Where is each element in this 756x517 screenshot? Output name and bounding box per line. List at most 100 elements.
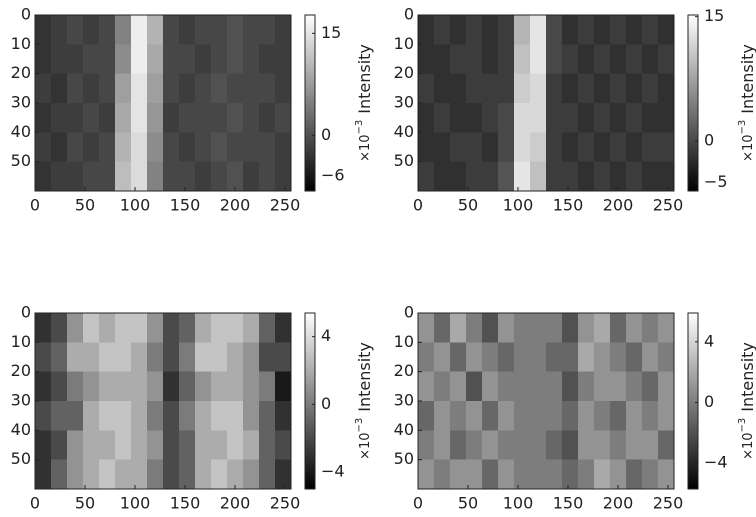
heatmap-cell <box>626 161 643 192</box>
heatmap-cell <box>259 73 276 104</box>
heatmap-cell <box>163 103 180 133</box>
heatmap-cell <box>482 342 499 373</box>
heatmap-cell <box>131 44 148 75</box>
colorbar-tick-label: 4 <box>321 326 331 345</box>
heatmap-cell <box>562 401 579 431</box>
heatmap-cell <box>450 342 467 373</box>
heatmap-cell <box>259 401 276 431</box>
y-tick-label: 20 <box>394 361 414 380</box>
heatmap-cell <box>99 430 116 461</box>
heatmap-cell <box>83 161 100 192</box>
heatmap-cell <box>594 342 611 373</box>
heatmap-cell <box>562 371 579 402</box>
y-tick-label: 10 <box>394 332 414 351</box>
heatmap-cell <box>243 430 260 461</box>
heatmap-cell <box>195 430 212 461</box>
heatmap-cell <box>418 459 435 490</box>
heatmap-cell <box>546 342 563 373</box>
heatmap-cell <box>179 342 196 373</box>
heatmap-cell <box>514 44 531 75</box>
heatmap-cell <box>450 44 467 75</box>
heatmap-cell <box>514 459 531 490</box>
heatmap-cell <box>434 132 451 163</box>
heatmap-cell <box>99 401 116 431</box>
heatmap-cell <box>275 103 292 133</box>
heatmap-cell <box>131 103 148 133</box>
heatmap-cell <box>115 161 132 192</box>
y-tick-label: 30 <box>394 93 414 112</box>
colorbar-multiplier-base: ×10 <box>358 134 373 161</box>
x-tick-label: 200 <box>603 494 634 513</box>
heatmap-cell <box>179 459 196 490</box>
heatmap-cell <box>195 73 212 104</box>
heatmap-cell <box>211 44 228 75</box>
heatmap-cell <box>434 313 451 343</box>
heatmap-cell <box>498 459 515 490</box>
heatmap-cell <box>67 313 84 343</box>
heatmap-cell <box>131 459 148 490</box>
x-tick-label: 200 <box>603 196 634 215</box>
heatmap-cell <box>179 73 196 104</box>
y-tick-label: 0 <box>404 5 414 24</box>
heatmap-cell <box>131 15 148 45</box>
heatmap-cell <box>67 132 84 163</box>
heatmap-cell <box>163 44 180 75</box>
heatmap-cell <box>626 401 643 431</box>
y-tick-label: 10 <box>11 34 31 53</box>
colorbar-label-text: Intensity <box>355 342 374 412</box>
heatmap-cell <box>131 342 148 373</box>
x-tick-label: 200 <box>220 196 251 215</box>
heatmap-cell <box>482 132 499 163</box>
y-tick-label: 50 <box>394 449 414 468</box>
colorbar-tick-label: −4 <box>321 462 345 481</box>
heatmap-cell <box>227 73 244 104</box>
heatmap-cell <box>259 44 276 75</box>
heatmap-cell <box>482 430 499 461</box>
heatmap-cell <box>211 103 228 133</box>
y-tick-label: 50 <box>11 151 31 170</box>
heatmap-cell <box>179 430 196 461</box>
heatmap-cell <box>642 44 659 75</box>
heatmap-cell <box>594 401 611 431</box>
heatmap-cell <box>546 313 563 343</box>
heatmap-cell <box>115 313 132 343</box>
heatmap-cell <box>195 103 212 133</box>
x-tick-label: 250 <box>653 196 684 215</box>
heatmap-cell <box>179 401 196 431</box>
heatmap-cell <box>99 459 116 490</box>
heatmap-cell <box>578 459 595 490</box>
heatmap-cell <box>163 459 180 490</box>
heatmap-cell <box>658 161 675 192</box>
heatmap-cell <box>147 342 164 373</box>
x-tick-label: 150 <box>170 494 201 513</box>
heatmap-cell <box>259 313 276 343</box>
heatmap-cell <box>67 44 84 75</box>
heatmap-cell <box>578 371 595 402</box>
heatmap-cell <box>498 313 515 343</box>
heatmap-cell <box>275 342 292 373</box>
heatmap-cell <box>227 132 244 163</box>
heatmap-cell <box>115 15 132 45</box>
colorbar-tick-label: 0 <box>321 394 331 413</box>
heatmap-cell <box>466 459 483 490</box>
heatmap-cell <box>658 430 675 461</box>
heatmap-cell <box>546 15 563 45</box>
colorbar-tick-label: 0 <box>704 131 714 150</box>
heatmap-cell <box>642 132 659 163</box>
heatmap-cell <box>434 430 451 461</box>
heatmap-cell <box>450 15 467 45</box>
heatmap-cell <box>434 459 451 490</box>
colorbar-tick-label: 4 <box>704 331 714 350</box>
heatmap-cell <box>642 430 659 461</box>
heatmap-cell <box>99 371 116 402</box>
heatmap-cell <box>546 132 563 163</box>
heatmap-cell <box>259 342 276 373</box>
x-tick-label: 150 <box>553 196 584 215</box>
y-tick-label: 40 <box>394 420 414 439</box>
heatmap-cell <box>594 313 611 343</box>
heatmap-cell <box>179 132 196 163</box>
heatmap-cell <box>35 73 52 104</box>
colorbar-tick-label: 15 <box>321 23 341 42</box>
heatmap-cell <box>99 313 116 343</box>
heatmap-cell <box>259 103 276 133</box>
